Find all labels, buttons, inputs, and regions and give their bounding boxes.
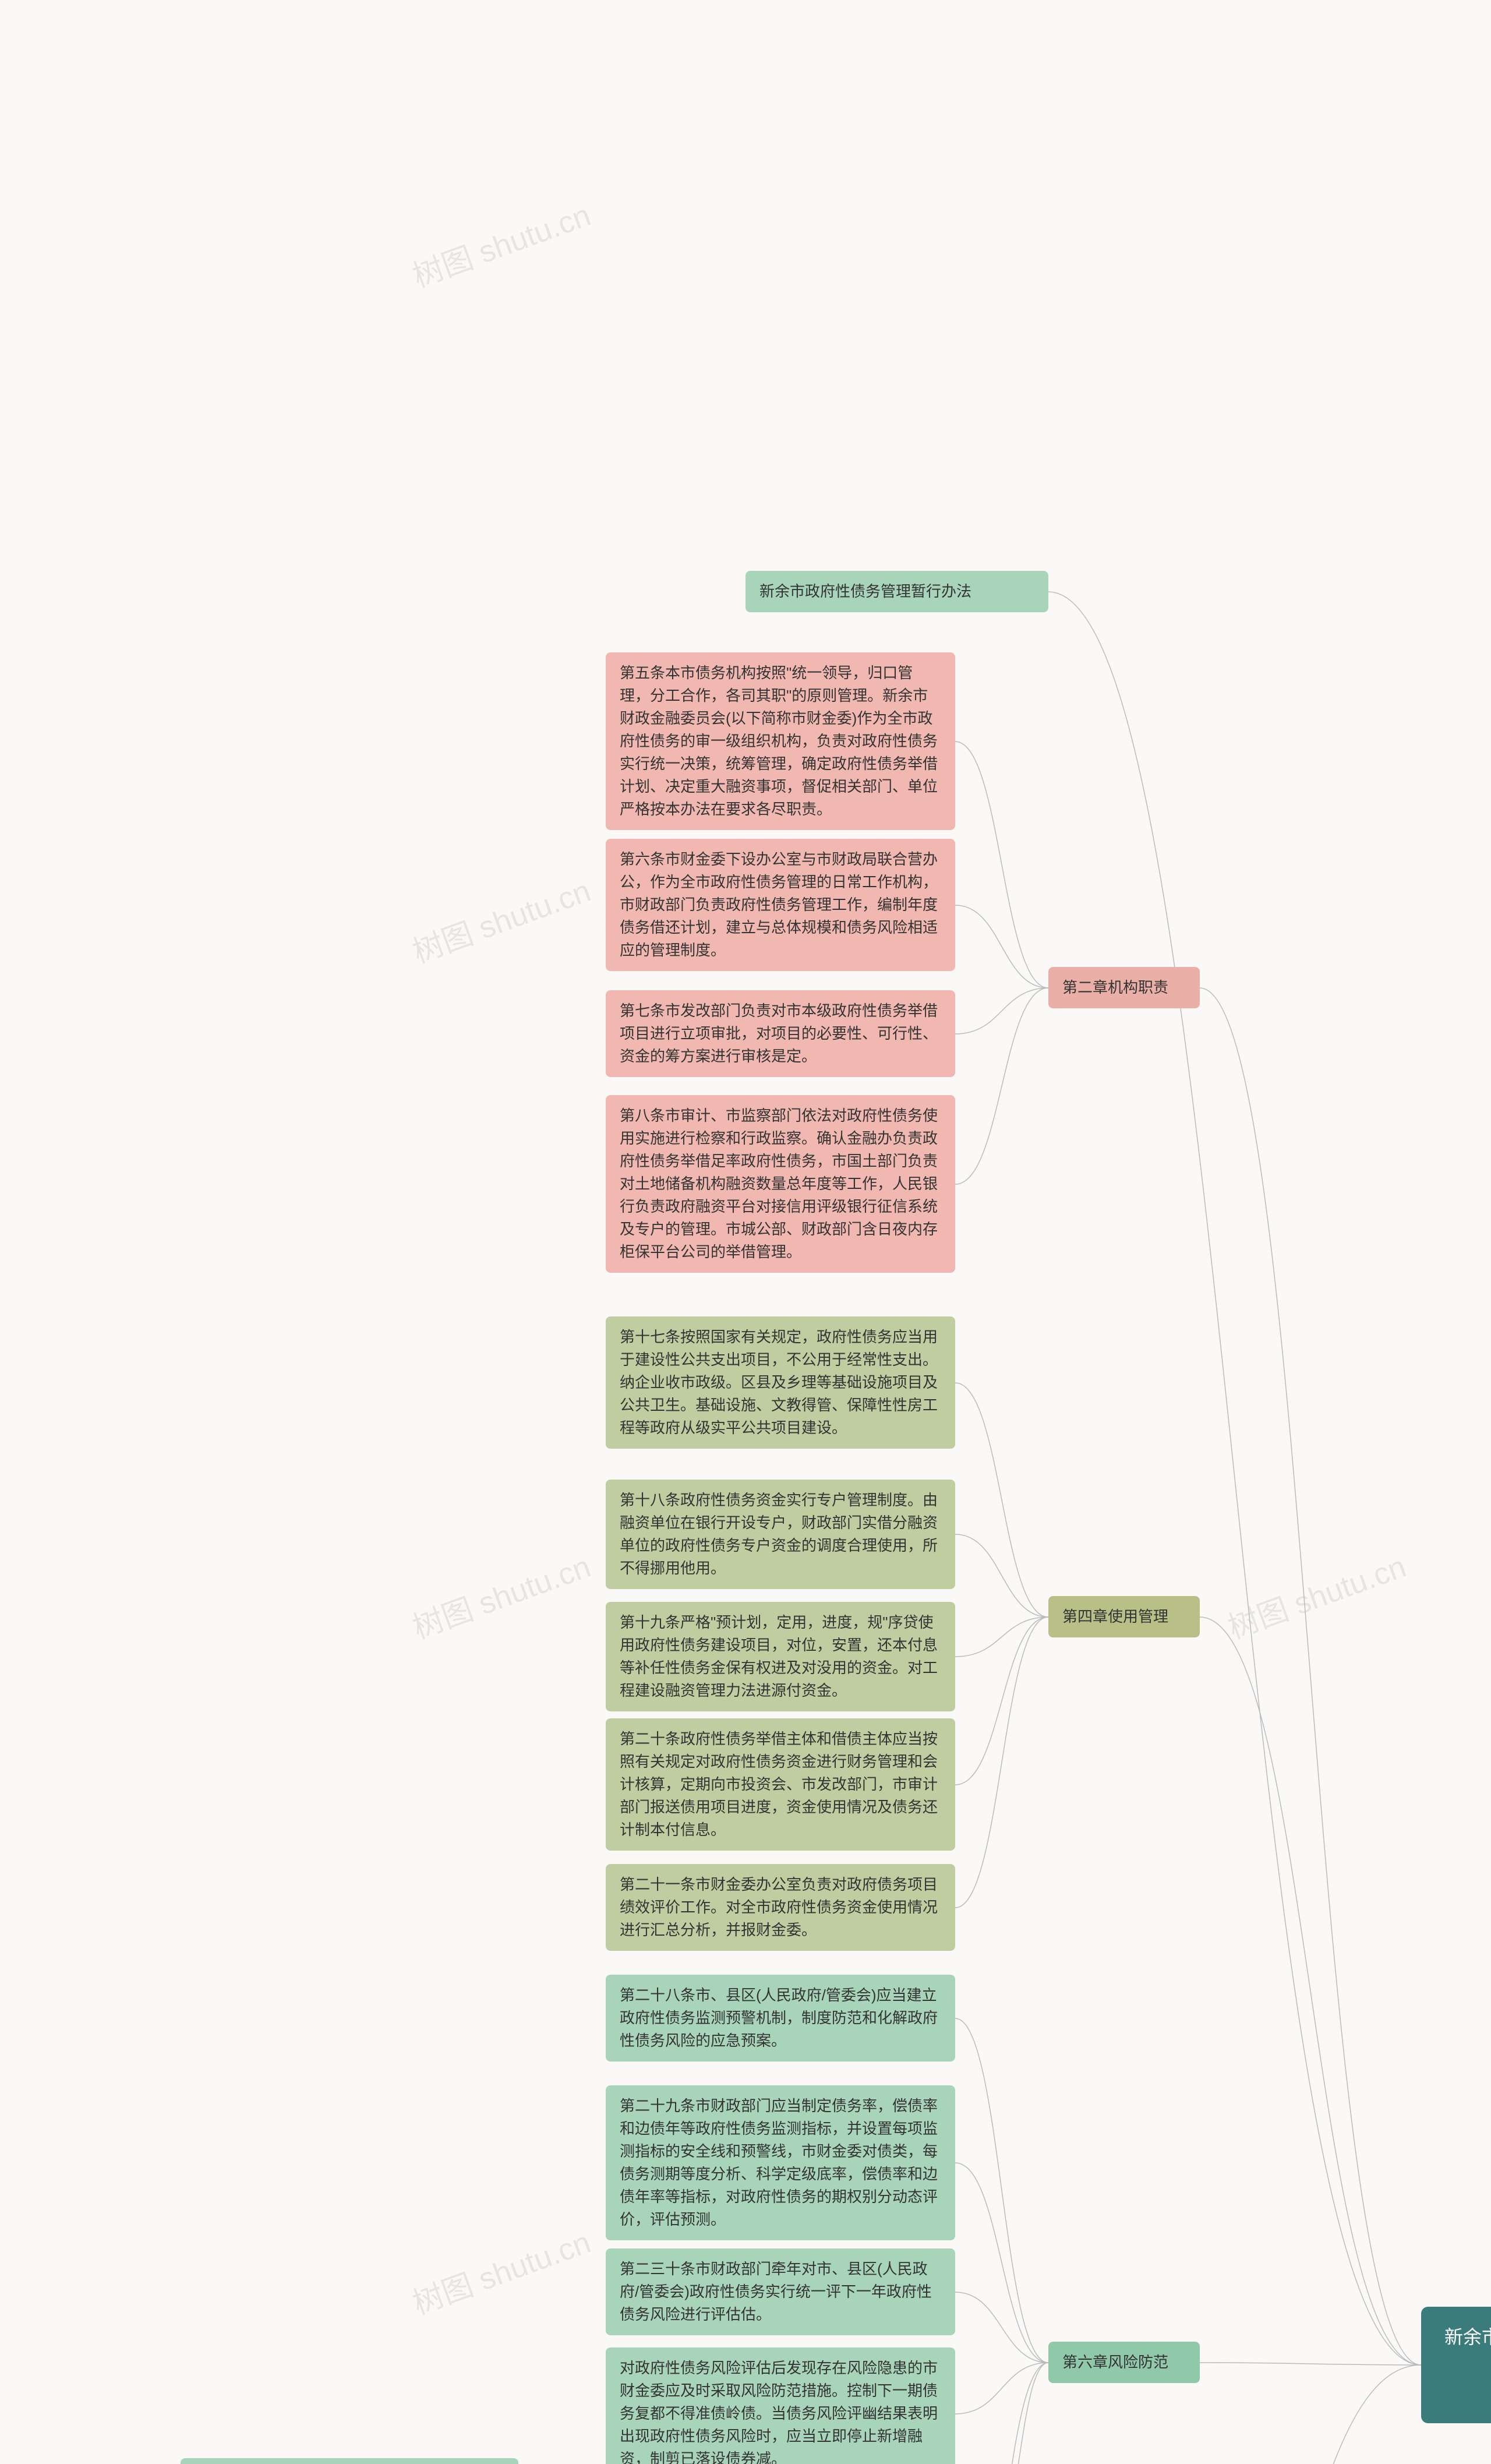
watermark: 树图 shutu.cn [406,191,596,296]
watermark: 树图 shutu.cn [406,867,596,972]
chapter-node: 第六章风险防范 [1048,2342,1200,2383]
mindmap-node: 第二十一条市财金委办公室负责对政府债务项目绩效评价工作。对全市政府性债务资金使用… [606,1864,955,1951]
mindmap-node: 第十八条政府性债务资金实行专户管理制度。由融资单位在银行开设专户，财政部门实借分… [606,1480,955,1589]
mindmap-node: 第十九条严格"预计划，定用，进度，规"序贷使用政府性债务建设项目，对位，安置，还… [606,1602,955,1711]
mindmap-node: 第八条市审计、市监察部门依法对政府性债务使用实施进行检察和行政监察。确认金融办负… [606,1095,955,1273]
mindmap-node: 第十七条按照国家有关规定，政府性债务应当用于建设性公共支出项目，不公用于经常性支… [606,1316,955,1449]
mindmap-node: (一)属于市本级政府性债务的，由市财金委报市人民政府批准。 [181,2458,518,2464]
mindmap-node: 第二十九条市财政部门应当制定债务率，偿债率和边债年等政府性债务监测指标，并设置每… [606,2085,955,2240]
mindmap-node: 第六条市财金委下设办公室与市财政局联合营办公，作为全市政府性债务管理的日常工作机… [606,839,955,971]
watermark: 树图 shutu.cn [406,1542,596,1648]
mindmap-node: 新余市政府性债务管理暂行办法 [746,571,1048,612]
watermark: 树图 shutu.cn [406,2218,596,2324]
mindmap-node: 第五条本市债务机构按照"统一领导，归口管理，分工合作，各司其职"的原则管理。新余… [606,652,955,830]
mindmap-node: 第七条市发改部门负责对市本级政府性债务举借项目进行立项审批，对项目的必要性、可行… [606,990,955,1077]
root-node: 新余市政府性债务管理暂行办法 [1421,2307,1491,2423]
mindmap-node: 第二三十条市财政部门牵年对市、县区(人民政府/管委会)政府性债务实行统一评下一年… [606,2248,955,2335]
mindmap-node: 第二十条政府性债务举借主体和借债主体应当按照有关规定对政府性债务资金进行财务管理… [606,1718,955,1851]
mindmap-node: 对政府性债务风险评估后发现存在风险隐患的市财金委应及时采取风险防范措施。控制下一… [606,2347,955,2464]
watermark: 树图 shutu.cn [1221,1542,1412,1648]
mindmap-node: 第二十八条市、县区(人民政府/管委会)应当建立政府性债务监测预警机制，制度防范和… [606,1975,955,2061]
chapter-node: 第二章机构职责 [1048,967,1200,1008]
chapter-node: 第四章使用管理 [1048,1596,1200,1637]
